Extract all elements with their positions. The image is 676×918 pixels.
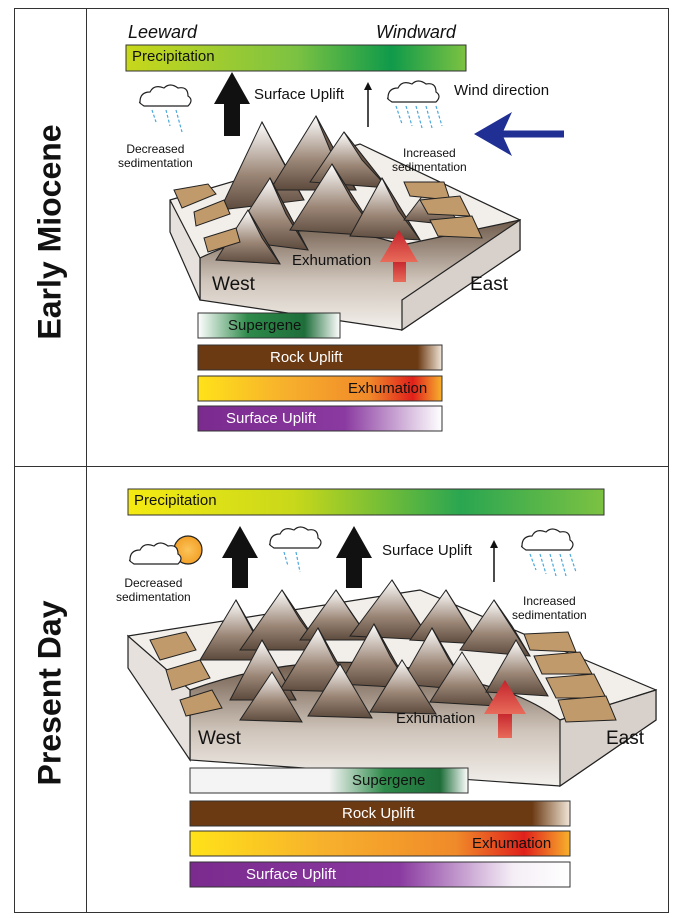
decreased-sedimentation-label-top: Decreased sedimentation [118,142,193,170]
block-diagram-top [169,115,522,332]
surface-uplift-label-bottom: Surface Uplift [382,542,473,559]
cloud-right-top [386,80,443,129]
surface-uplift-bar-top: Surface Uplift [226,410,317,427]
surface-uplift-bar-bottom: Surface Uplift [246,866,337,883]
rock-uplift-bar-top-fill [197,344,443,371]
cloud-sun-left-bottom [128,535,203,565]
cloud-left-top [138,84,192,133]
west-label-bottom: West [198,728,241,749]
rock-uplift-bar-bottom-fill [189,800,571,827]
west-label-top: West [212,274,255,295]
surface-uplift-bar-top-fill [197,405,443,432]
east-label-bottom: East [606,728,645,749]
surface-uplift-bar-bottom-fill [189,861,571,888]
black-uplift-arrow-bottom-2 [346,556,362,588]
rock-uplift-bar-bottom: Rock Uplift [342,805,415,822]
precipitation-bar-top [125,44,467,72]
black-uplift-arrow-top [224,104,240,136]
increased-sedimentation-label-top: Increased sedimentation [392,146,467,174]
increased-sedimentation-label-bottom: Increased sedimentation [512,594,587,622]
cloud-middle-bottom [268,526,322,573]
supergene-bar-top-fill [197,312,341,339]
windward-label: Windward [376,22,456,42]
rock-uplift-bar-top: Rock Uplift [270,349,343,366]
precipitation-bar-bottom [127,488,605,516]
exhumation-label-top: Exhumation [292,252,372,269]
supergene-bar-bottom: Supergene [352,772,426,789]
block-diagram-bottom [126,579,658,788]
cloud-right-bottom [520,528,577,577]
wind-direction-arrow [474,112,564,156]
exhumation-bar-top: Exhumation [348,380,428,397]
supergene-bar-top: Supergene [228,317,302,334]
exhumation-label-bottom: Exhumation [396,710,476,727]
precipitation-label-bottom: Precipitation [134,492,217,509]
east-label-top: East [470,274,509,295]
black-uplift-arrow-bottom-1 [232,556,248,588]
supergene-bar-bottom-fill [189,767,469,794]
exhumation-bar-bottom-fill [189,830,571,857]
leeward-label: Leeward [128,22,198,42]
wind-direction-label: Wind direction [454,82,550,99]
precipitation-label-top: Precipitation [132,48,215,65]
figure-frame [14,8,669,913]
surface-uplift-label-top: Surface Uplift [254,86,345,103]
panel-divider [14,466,669,467]
decreased-sedimentation-label-bottom: Decreased sedimentation [116,576,191,604]
label-column-divider [86,8,87,913]
exhumation-bar-top-fill [197,375,443,402]
exhumation-bar-bottom: Exhumation [472,835,552,852]
